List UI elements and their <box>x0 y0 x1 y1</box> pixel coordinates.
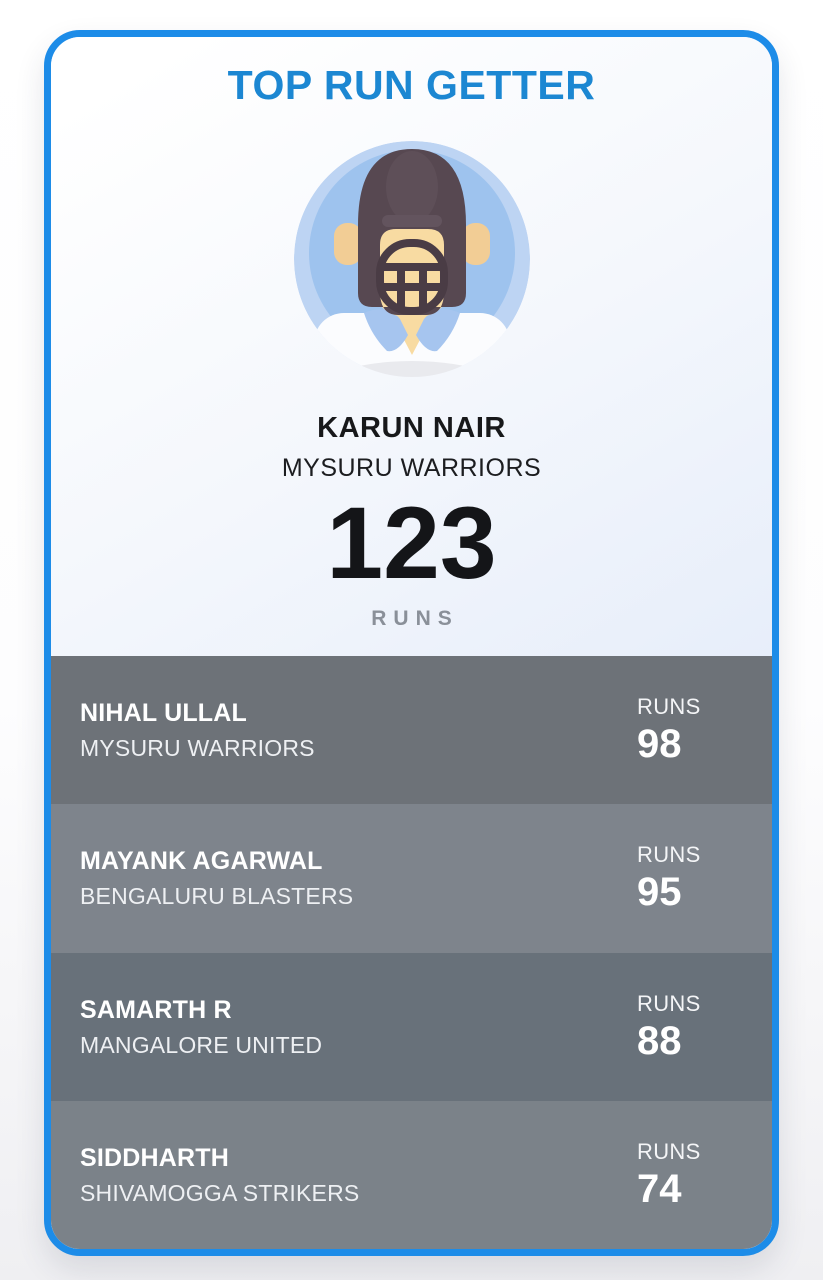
player-stat: RUNS 74 <box>637 1139 735 1211</box>
runs-label: RUNS <box>637 1138 701 1164</box>
leader-name: KARUN NAIR <box>317 412 506 444</box>
player-team: MYSURU WARRIORS <box>80 735 315 762</box>
runs-value: 95 <box>637 870 682 915</box>
runners-up-list: NIHAL ULLAL MYSURU WARRIORS RUNS 98 MAYA… <box>51 656 772 1249</box>
runs-value: 74 <box>637 1166 682 1211</box>
player-info: SAMARTH R MANGALORE UNITED <box>80 995 637 1059</box>
player-stat: RUNS 88 <box>637 991 735 1063</box>
page-title: TOP RUN GETTER <box>227 62 596 108</box>
runs-value: 98 <box>637 722 682 767</box>
leader-runs-label: RUNS <box>371 607 459 630</box>
player-info: NIHAL ULLAL MYSURU WARRIORS <box>80 698 637 762</box>
leader-runs-value: 123 <box>326 486 497 600</box>
player-name: NIHAL ULLAL <box>80 699 247 728</box>
player-stat: RUNS 95 <box>637 842 735 914</box>
runs-label: RUNS <box>637 842 701 868</box>
list-item: MAYANK AGARWAL BENGALURU BLASTERS RUNS 9… <box>51 804 772 953</box>
player-team: BENGALURU BLASTERS <box>80 883 354 910</box>
player-team: SHIVAMOGGA STRIKERS <box>80 1179 360 1206</box>
player-stat: RUNS 98 <box>637 694 735 766</box>
player-info: SIDDHARTH SHIVAMOGGA STRIKERS <box>80 1143 637 1207</box>
leader-team: MYSURU WARRIORS <box>281 454 542 482</box>
leader-avatar <box>293 141 530 377</box>
player-team: MANGALORE UNITED <box>80 1031 323 1058</box>
cricket-player-icon <box>293 141 530 377</box>
runs-label: RUNS <box>637 990 701 1016</box>
list-item: NIHAL ULLAL MYSURU WARRIORS RUNS 98 <box>51 656 772 805</box>
list-item: SIDDHARTH SHIVAMOGGA STRIKERS RUNS 74 <box>51 1100 772 1249</box>
leader-section: TOP RUN GETTER <box>51 37 772 656</box>
runs-value: 88 <box>637 1018 682 1063</box>
runs-label: RUNS <box>637 694 701 720</box>
player-name: MAYANK AGARWAL <box>80 847 323 876</box>
player-name: SIDDHARTH <box>80 1143 230 1172</box>
top-run-getter-card: TOP RUN GETTER <box>44 30 779 1256</box>
list-item: SAMARTH R MANGALORE UNITED RUNS 88 <box>51 952 772 1101</box>
player-info: MAYANK AGARWAL BENGALURU BLASTERS <box>80 846 637 910</box>
player-name: SAMARTH R <box>80 995 232 1024</box>
